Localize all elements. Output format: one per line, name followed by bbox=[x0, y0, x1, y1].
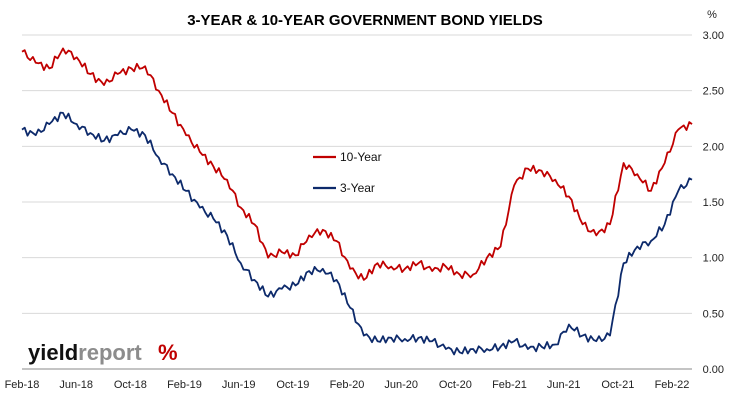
y-tick-label: 0.00 bbox=[703, 364, 724, 376]
chart-title: 3-YEAR & 10-YEAR GOVERNMENT BOND YIELDS bbox=[187, 12, 543, 29]
x-tick-label: Feb-19 bbox=[167, 379, 202, 391]
y-tick-label: 0.50 bbox=[703, 308, 724, 320]
y-tick-label: 3.00 bbox=[703, 30, 724, 42]
x-tick-label: Oct-20 bbox=[439, 379, 472, 391]
gridlines bbox=[22, 34, 692, 370]
legend-3-year-label: 3-Year bbox=[340, 181, 375, 195]
x-tick-label: Jun-19 bbox=[222, 379, 256, 391]
y-tick-label: 2.50 bbox=[703, 86, 724, 98]
x-axis-ticks: Feb-18 Jun-18 Oct-18 Feb-19 Jun-19 Oct-19 Feb-… bbox=[5, 379, 690, 391]
svg-text:yieldreport: yieldreport bbox=[28, 340, 142, 365]
line-3-year bbox=[21, 111, 693, 356]
yieldreport-logo: yieldreport % bbox=[28, 340, 178, 365]
legend: 10-Year 3-Year bbox=[313, 150, 382, 195]
y-axis-ticks: 0.00 0.50 1.00 1.50 2.00 2.50 3.00 bbox=[703, 30, 724, 376]
x-tick-label: Feb-21 bbox=[492, 379, 527, 391]
logo-percent-icon: % bbox=[158, 340, 178, 365]
x-tick-label: Jun-18 bbox=[59, 379, 93, 391]
series-lines bbox=[21, 47, 693, 356]
y-tick-label: 2.00 bbox=[703, 141, 724, 153]
logo-text-report: report bbox=[78, 340, 142, 365]
x-tick-label: Oct-21 bbox=[601, 379, 634, 391]
x-tick-label: Jun-21 bbox=[547, 379, 581, 391]
x-tick-label: Jun-20 bbox=[384, 379, 418, 391]
y-tick-label: 1.00 bbox=[703, 253, 724, 265]
x-tick-label: Feb-22 bbox=[655, 379, 690, 391]
y-axis-unit-label: % bbox=[707, 9, 717, 21]
logo-text-yield: yield bbox=[28, 340, 78, 365]
x-tick-label: Feb-20 bbox=[330, 379, 365, 391]
legend-10-year-label: 10-Year bbox=[340, 150, 382, 164]
line-10-year bbox=[21, 47, 693, 281]
x-tick-label: Feb-18 bbox=[5, 379, 40, 391]
x-tick-label: Oct-18 bbox=[114, 379, 147, 391]
y-tick-label: 1.50 bbox=[703, 197, 724, 209]
x-tick-label: Oct-19 bbox=[276, 379, 309, 391]
